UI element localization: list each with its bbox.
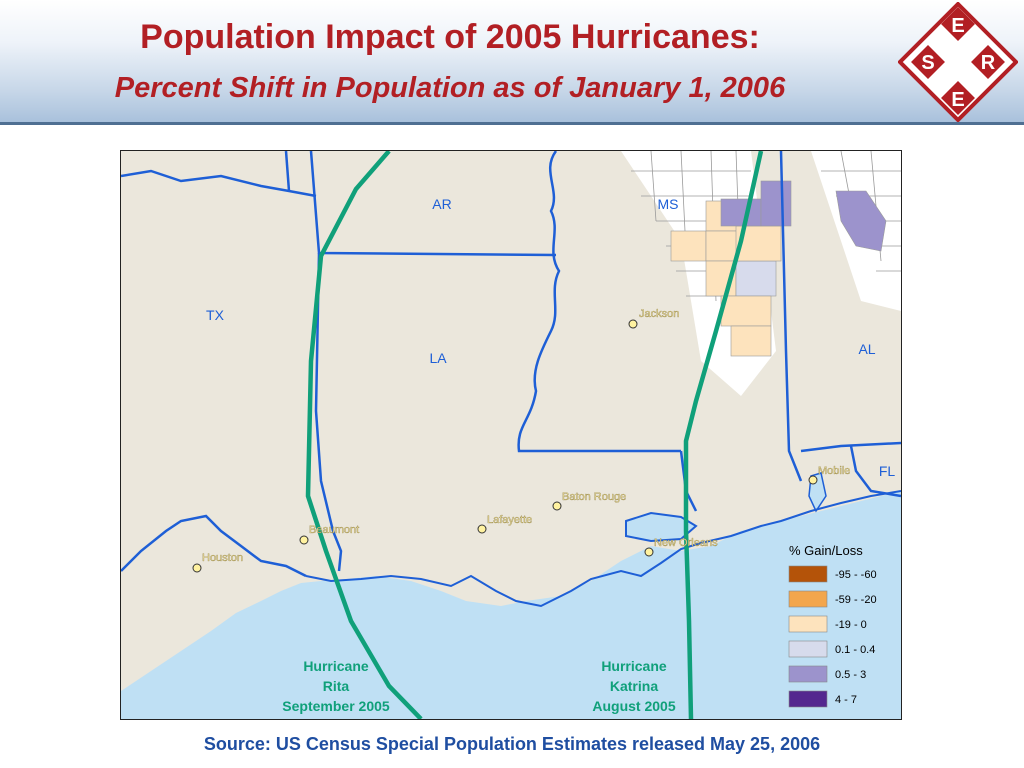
katrina-label-storm: Katrina (610, 678, 658, 694)
legend-swatch-2 (788, 615, 828, 633)
rita-label: Hurricane Rita September 2005 (282, 658, 390, 714)
legend-item-2: -19 - 0 (788, 615, 867, 633)
city-label-lafayette: Lafayette (487, 514, 532, 526)
katrina-label-name: Hurricane (601, 658, 667, 674)
rita-label-storm: Rita (323, 678, 350, 694)
state-borders (121, 151, 901, 578)
katrina-label-date: August 2005 (592, 698, 675, 714)
page-title: Population Impact of 2005 Hurricanes: (140, 18, 760, 56)
city-label-baton-rouge: Baton Rouge (562, 491, 626, 503)
legend-item-0: -95 - -60 (788, 565, 877, 583)
logo-letter-bottom: E (951, 89, 964, 111)
lake-pontchartrain (625, 511, 698, 543)
legend-swatch-5 (788, 690, 828, 708)
logo-letter-right: R (981, 52, 996, 74)
legend-label-3: 0.1 - 0.4 (835, 644, 875, 656)
city-label-new-orleans: New Orleans (654, 537, 718, 549)
state-label-ar: AR (432, 196, 451, 212)
legend-swatch-0 (788, 565, 828, 583)
legend: % Gain/Loss -95 - -60 -59 - -20 -19 - 0 … (788, 543, 877, 708)
legend-swatch-4 (788, 665, 828, 683)
katrina-label: Hurricane Katrina August 2005 (592, 658, 675, 714)
legend-swatch-1 (788, 590, 828, 608)
katrina-track (683, 151, 764, 719)
population-map: AR MS TX LA AL FL Jackson Baton Rouge La… (120, 150, 902, 720)
city-label-jackson: Jackson (639, 308, 679, 320)
legend-item-5: 4 - 7 (788, 690, 857, 708)
rita-label-date: September 2005 (282, 698, 390, 714)
legend-item-4: 0.5 - 3 (788, 665, 866, 683)
city-label-houston: Houston (202, 552, 243, 564)
legend-label-2: -19 - 0 (835, 619, 867, 631)
coastline (305, 490, 901, 608)
city-label-mobile: Mobile (818, 465, 850, 477)
city-markers (192, 319, 818, 573)
page-subtitle: Percent Shift in Population as of Januar… (114, 72, 786, 104)
state-label-tx: TX (206, 307, 225, 323)
eser-logo: E S R E (898, 2, 1018, 122)
state-label-la: LA (429, 350, 447, 366)
rita-label-name: Hurricane (303, 658, 369, 674)
legend-item-1: -59 - -20 (788, 590, 877, 608)
state-label-ms: MS (658, 196, 679, 212)
legend-item-3: 0.1 - 0.4 (788, 640, 875, 658)
rita-track (305, 151, 423, 719)
header-divider (0, 122, 1024, 125)
source-citation: Source: US Census Special Population Est… (203, 734, 821, 754)
state-label-al: AL (858, 341, 875, 357)
logo-letter-left: S (921, 52, 934, 74)
legend-title: % Gain/Loss (789, 543, 863, 558)
state-label-fl: FL (879, 463, 896, 479)
legend-swatch-3 (788, 640, 828, 658)
legend-label-1: -59 - -20 (835, 594, 877, 606)
city-label-beaumont: Beaumont (309, 524, 359, 536)
logo-letter-top: E (951, 15, 964, 37)
header-banner (0, 0, 1024, 122)
legend-label-5: 4 - 7 (835, 694, 857, 706)
legend-label-0: -95 - -60 (835, 569, 877, 581)
legend-label-4: 0.5 - 3 (835, 669, 866, 681)
